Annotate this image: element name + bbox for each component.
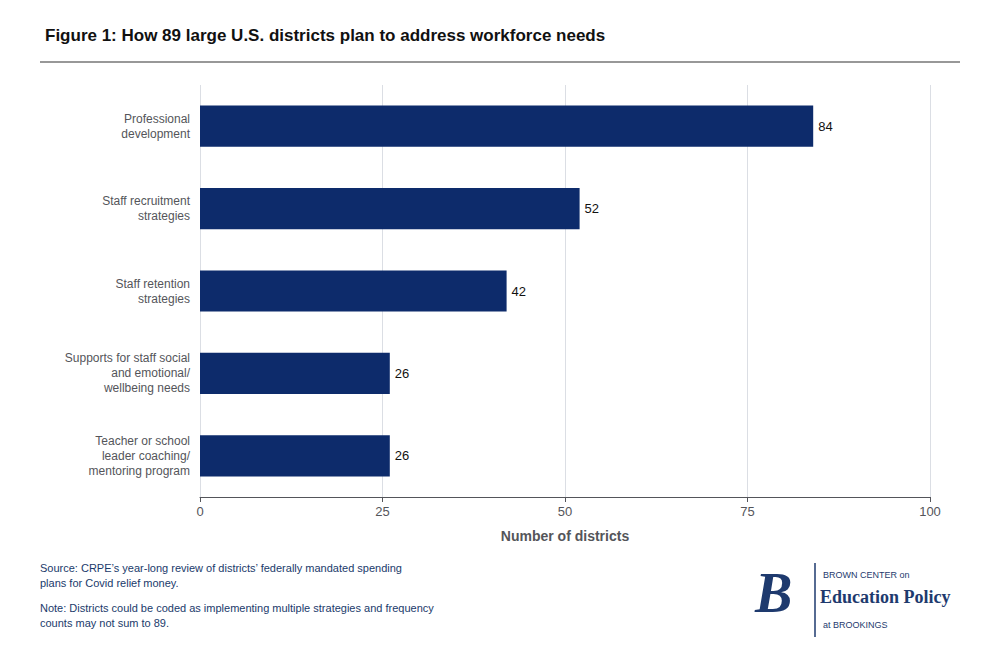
svg-text:B: B xyxy=(754,562,792,624)
svg-text:BROWN CENTER on: BROWN CENTER on xyxy=(823,570,910,580)
svg-text:50: 50 xyxy=(558,504,572,519)
svg-text:Education Policy: Education Policy xyxy=(820,587,951,607)
svg-text:Staff recruitment: Staff recruitment xyxy=(102,194,190,208)
svg-text:Figure 1: How 89 large U.S. di: Figure 1: How 89 large U.S. districts pl… xyxy=(45,26,605,45)
svg-text:Teacher or school: Teacher or school xyxy=(95,434,190,448)
svg-text:75: 75 xyxy=(740,504,754,519)
svg-text:development: development xyxy=(121,127,190,141)
svg-text:at BROOKINGS: at BROOKINGS xyxy=(823,620,888,630)
svg-text:strategies: strategies xyxy=(138,209,190,223)
svg-text:84: 84 xyxy=(818,119,832,134)
svg-text:Staff retention: Staff retention xyxy=(116,277,191,291)
svg-text:wellbeing needs: wellbeing needs xyxy=(103,381,190,395)
svg-text:26: 26 xyxy=(395,448,409,463)
svg-text:leader coaching/: leader coaching/ xyxy=(102,449,191,463)
svg-text:0: 0 xyxy=(196,504,203,519)
svg-text:counts may not sum to 89.: counts may not sum to 89. xyxy=(40,617,169,629)
svg-text:25: 25 xyxy=(375,504,389,519)
svg-text:42: 42 xyxy=(512,284,526,299)
svg-text:52: 52 xyxy=(585,201,599,216)
svg-text:26: 26 xyxy=(395,366,409,381)
svg-text:Number of districts: Number of districts xyxy=(501,528,630,544)
svg-text:Note: Districts could be coded: Note: Districts could be coded as implem… xyxy=(40,602,434,614)
svg-text:Source: CRPE’s year-long revie: Source: CRPE’s year-long review of distr… xyxy=(40,562,402,574)
svg-text:Supports for staff social: Supports for staff social xyxy=(65,351,190,365)
svg-text:mentoring program: mentoring program xyxy=(89,464,190,478)
svg-text:strategies: strategies xyxy=(138,292,190,306)
svg-text:100: 100 xyxy=(919,504,941,519)
svg-text:Professional: Professional xyxy=(124,112,190,126)
svg-text:and emotional/: and emotional/ xyxy=(111,366,190,380)
svg-text:plans for Covid relief money.: plans for Covid relief money. xyxy=(40,577,179,589)
